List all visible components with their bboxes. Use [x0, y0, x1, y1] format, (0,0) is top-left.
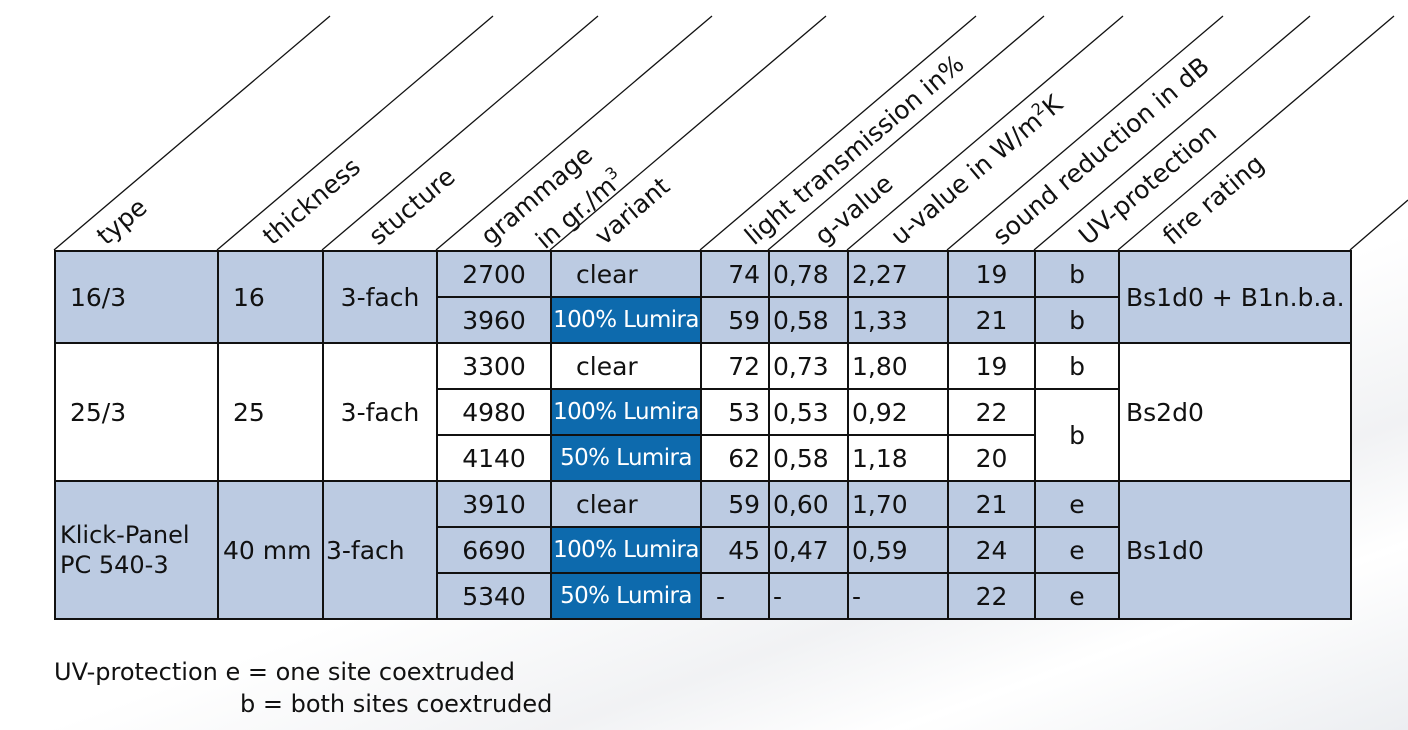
sound-cell: 22 [947, 388, 1036, 436]
u-value-cell: 0,92 [847, 388, 949, 436]
variant-cell: 100% Lumira [550, 388, 702, 436]
g-value-cell: 0,60 [768, 480, 849, 528]
uv-cell: b [1034, 250, 1120, 298]
g-value-cell: - [768, 572, 849, 620]
type-line-1: Klick-Panel [60, 521, 190, 549]
table-row: Klick-Panel PC 540-3 40 mm 3-fach 3910 cl… [54, 480, 1352, 620]
light-cell: 53 [700, 388, 770, 436]
u-value-cell: 1,33 [847, 296, 949, 344]
sound-cell: 20 [947, 434, 1036, 482]
table-row: 6690 100% Lumira 45 0,47 0,59 24 e [55, 526, 1351, 574]
uv-cell: b [1034, 342, 1120, 390]
u-value-cell: 2,27 [847, 250, 949, 298]
variant-cell: 50% Lumira [550, 434, 702, 482]
light-cell: 62 [700, 434, 770, 482]
variant-cell: clear [550, 342, 702, 390]
variant-cell: clear [550, 250, 702, 298]
variant-cell: clear [550, 480, 702, 528]
uv-cell: e [1034, 480, 1120, 528]
thickness-cell: 40 mm [217, 480, 324, 620]
type-cell: 16/3 [54, 250, 219, 344]
u-value-cell: 1,80 [847, 342, 949, 390]
uv-cell: b [1034, 296, 1120, 344]
grammage-cell: 3960 [436, 296, 552, 344]
header-divider [53, 15, 331, 251]
sound-cell: 22 [947, 572, 1036, 620]
header-divider [435, 15, 713, 251]
table-row: 4980 100% Lumira 53 0,53 0,92 22 b [55, 388, 1351, 482]
header-divider [1349, 199, 1408, 251]
header-divider [699, 15, 977, 251]
u-value-cell: 1,70 [847, 480, 949, 528]
thickness-cell: 16 [217, 250, 324, 344]
sound-cell: 19 [947, 342, 1036, 390]
variant-cell: 100% Lumira [550, 526, 702, 574]
grammage-cell: 4140 [436, 434, 552, 482]
header-divider [1117, 15, 1395, 251]
light-cell: 45 [700, 526, 770, 574]
table-row: 5340 50% Lumira - - - 22 e [55, 572, 1351, 620]
variant-cell: 50% Lumira [550, 572, 702, 620]
grammage-cell: 6690 [436, 526, 552, 574]
u-value-cell: 1,18 [847, 434, 949, 482]
sound-cell: 21 [947, 296, 1036, 344]
g-value-cell: 0,78 [768, 250, 849, 298]
header-divider [549, 15, 827, 251]
grammage-cell: 2700 [436, 250, 552, 298]
light-cell: 72 [700, 342, 770, 390]
header-type: type [91, 192, 152, 250]
table-row: 16/3 16 3-fach 2700 clear 74 0,78 2,27 1… [54, 250, 1352, 344]
fire-rating-cell: Bs1d0 [1118, 480, 1352, 620]
type-line-2: PC 540-3 [60, 551, 169, 579]
grammage-cell: 4980 [436, 388, 552, 436]
sound-cell: 24 [947, 526, 1036, 574]
header-divider [767, 15, 1045, 251]
light-cell: 59 [700, 296, 770, 344]
grammage-cell: 3300 [436, 342, 552, 390]
thickness-cell: 25 [217, 342, 324, 482]
structure-cell: 3-fach [322, 342, 438, 482]
legend-line-e: UV-protection e = one site coextruded [54, 658, 516, 686]
uv-cell: e [1034, 526, 1120, 574]
variant-cell: 100% Lumira [550, 296, 702, 344]
header-divider [1033, 15, 1311, 251]
table-row: 25/3 25 3-fach 3300 clear 72 0,73 1,80 1… [54, 342, 1352, 482]
table-row: 4140 50% Lumira 62 0,58 1,18 20 [55, 434, 1351, 482]
sound-cell: 19 [947, 250, 1036, 298]
grammage-cell: 5340 [436, 572, 552, 620]
type-cell: Klick-Panel PC 540-3 [54, 480, 219, 620]
u-value-cell: - [847, 572, 949, 620]
light-cell: 74 [700, 250, 770, 298]
fire-rating-cell: Bs2d0 [1118, 342, 1352, 482]
legend-line-b: b = both sites coextruded [240, 690, 553, 718]
grammage-cell: 3910 [436, 480, 552, 528]
uv-legend: UV-protection e = one site coextruded b … [54, 656, 552, 720]
g-value-cell: 0,47 [768, 526, 849, 574]
uv-cell: b [1034, 388, 1120, 482]
light-cell: - [700, 572, 770, 620]
g-value-cell: 0,53 [768, 388, 849, 436]
sound-cell: 21 [947, 480, 1036, 528]
table-row: 3960 100% Lumira 59 0,58 1,33 21 b [55, 296, 1351, 344]
light-cell: 59 [700, 480, 770, 528]
g-value-cell: 0,58 [768, 296, 849, 344]
structure-cell: 3-fach [322, 250, 438, 344]
header-divider [321, 15, 599, 251]
u-value-cell: 0,59 [847, 526, 949, 574]
column-headers: type thickness stucture grammage in gr./… [53, 15, 1408, 252]
header-divider [216, 15, 494, 251]
uv-cell: e [1034, 572, 1120, 620]
header-divider [946, 15, 1224, 251]
type-cell: 25/3 [54, 342, 219, 482]
fire-rating-cell: Bs1d0 + B1n.b.a. [1118, 250, 1352, 344]
header-divider [846, 15, 1124, 251]
g-value-cell: 0,58 [768, 434, 849, 482]
structure-cell: 3-fach [322, 480, 438, 620]
spec-table: 16/3 16 3-fach 2700 clear 74 0,78 2,27 1… [54, 250, 1352, 620]
header-structure: stucture [363, 162, 460, 251]
g-value-cell: 0,73 [768, 342, 849, 390]
